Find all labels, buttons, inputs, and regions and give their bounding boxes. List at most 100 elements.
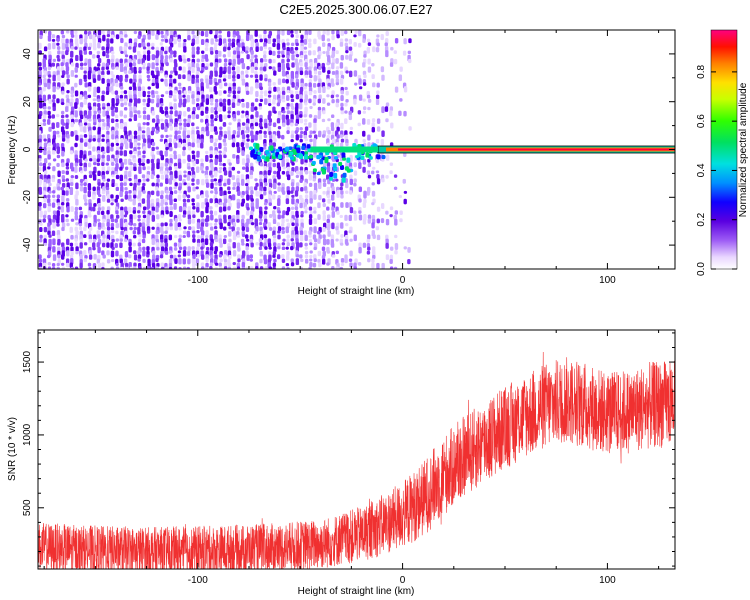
spectrogram-cell xyxy=(119,258,123,264)
spectrogram-cell xyxy=(246,178,250,185)
spectrogram-cell xyxy=(254,62,258,68)
spectrogram-cell xyxy=(191,210,196,216)
spectrogram-cell xyxy=(249,58,254,63)
spectrogram-cell xyxy=(124,266,129,269)
spectrogram-cell xyxy=(263,214,268,220)
spectrogram-cell xyxy=(291,234,295,239)
spectrogram-cell xyxy=(259,162,264,167)
spectrogram-cell xyxy=(240,142,245,148)
spectrogram-cell xyxy=(38,206,42,211)
spectrogram-cell xyxy=(345,98,349,103)
spectrogram-cell xyxy=(227,46,231,51)
spectrogram-cell xyxy=(69,102,73,107)
spectrogram-cell xyxy=(205,130,210,137)
spectrogram-cell xyxy=(385,238,389,244)
spectrogram-cell xyxy=(43,110,47,116)
colorbar-tick-label: 0.4 xyxy=(696,163,707,177)
spectrogram-cell xyxy=(223,226,227,231)
spectrogram-cell xyxy=(187,74,191,82)
spectrogram-cell xyxy=(110,38,114,44)
spectrogram-cell xyxy=(187,118,191,124)
spectrogram-cell xyxy=(313,118,317,124)
spectrogram-cell xyxy=(326,174,330,180)
spectrogram-cell xyxy=(65,190,69,196)
spectrogram-cell xyxy=(272,182,277,190)
spectrogram-cell xyxy=(51,98,56,103)
spectrogram-cell xyxy=(295,186,300,192)
spectrogram-cell xyxy=(119,78,123,83)
spectrogram-cell xyxy=(236,146,241,154)
spectrogram-cell xyxy=(267,170,271,176)
spectrogram-cell xyxy=(259,242,263,247)
spectrogram-cell xyxy=(264,266,268,269)
spectrogram-cell xyxy=(101,166,106,173)
spectrogram-cell xyxy=(124,170,128,176)
spectrogram-cell xyxy=(394,210,399,215)
spectrogram-cell xyxy=(281,254,285,259)
spectrogram-cell xyxy=(38,166,42,172)
spectrogram-cell xyxy=(65,38,69,44)
spectrogram-cell xyxy=(227,126,231,132)
spectrogram-cell xyxy=(119,86,124,90)
spectrogram-cell xyxy=(70,70,75,77)
spectrogram-cell xyxy=(74,174,79,179)
spectrogram-cell xyxy=(70,266,75,269)
spectrogram-cell xyxy=(97,198,101,205)
spectrogram-cell xyxy=(61,74,65,79)
spectrogram-cell xyxy=(303,38,308,45)
spectrogram-cell xyxy=(259,58,264,63)
spectrogram-cell xyxy=(255,46,259,53)
spectrogram-cell xyxy=(92,98,97,102)
spectrogram-cell xyxy=(142,62,146,67)
spectrogram-cell xyxy=(42,118,46,123)
spectrogram-cell xyxy=(159,138,164,142)
spectrogram-cell xyxy=(264,122,268,129)
spectrogram-cell xyxy=(92,246,96,251)
spectrogram-cell xyxy=(119,62,124,68)
y-tick-label: -40 xyxy=(22,237,33,252)
spectrogram-cell xyxy=(186,250,191,256)
spectrogram-cell xyxy=(245,90,250,95)
spectrogram-cell xyxy=(213,142,217,147)
spectrogram-cell xyxy=(196,50,200,55)
spectrogram-cell xyxy=(255,110,259,118)
spectrogram-cell xyxy=(263,146,267,150)
spectrogram-cell xyxy=(328,176,333,181)
spectrogram-cell xyxy=(272,152,277,157)
spectrogram-cell xyxy=(295,214,299,218)
spectrogram-cell xyxy=(192,234,196,239)
spectrogram-cell xyxy=(84,202,88,206)
spectrogram-cell xyxy=(281,58,285,64)
spectrogram-cell xyxy=(303,86,308,90)
spectrogram-cell xyxy=(88,42,93,48)
spectrogram-cell xyxy=(60,206,65,213)
spectrogram-cell xyxy=(219,258,223,263)
spectrogram-cell xyxy=(160,214,164,219)
spectrogram-cell xyxy=(111,134,115,140)
spectrogram-cell xyxy=(196,154,200,158)
spectrogram-cell xyxy=(222,98,227,103)
spectrogram-cell xyxy=(277,182,281,186)
spectrogram-cell xyxy=(57,74,61,81)
spectrogram-cell xyxy=(79,262,83,269)
spectrogram-cell xyxy=(70,218,75,222)
spectrogram-cell xyxy=(160,78,164,82)
spectrogram-cell xyxy=(258,102,263,107)
spectrogram-cell xyxy=(326,38,331,42)
spectrogram-cell xyxy=(371,118,376,123)
spectrogram-cell xyxy=(178,58,183,62)
spectrogram-cell xyxy=(304,194,309,199)
spectrogram-cell xyxy=(129,198,133,202)
spectrogram-cell xyxy=(138,66,142,71)
spectrogram-cell xyxy=(232,50,237,55)
spectrogram-cell xyxy=(326,86,331,90)
spectrogram-cell xyxy=(263,202,268,206)
spectrogram-cell xyxy=(205,202,210,208)
spectrogram-cell xyxy=(227,30,231,38)
spectrogram-cell xyxy=(205,150,209,155)
spectrogram-cell xyxy=(249,74,254,78)
spectrogram-cell xyxy=(70,234,74,240)
spectrogram-cell xyxy=(321,42,326,47)
spectrogram-cell xyxy=(360,155,365,161)
spectrogram-cell xyxy=(309,210,313,215)
